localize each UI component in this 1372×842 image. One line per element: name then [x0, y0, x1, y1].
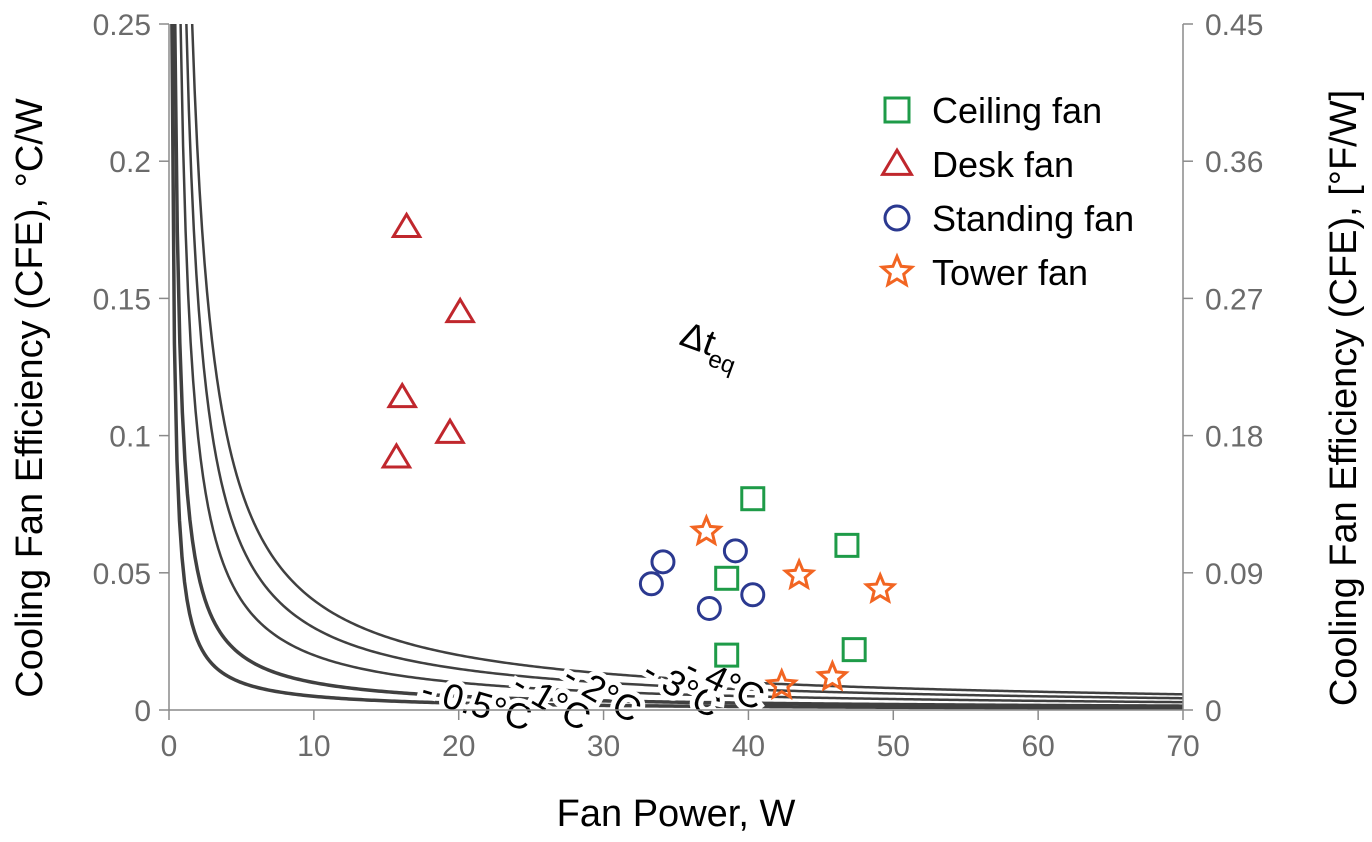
axis-ticks: 0 10 20 30 40 50 60 7000.050.10.150.20.2500.090… [93, 9, 1264, 763]
x-tick-label: 30 [587, 730, 620, 763]
data-point-star [764, 667, 799, 701]
x-tick-label: 0 [161, 730, 178, 763]
data-point-square [714, 642, 740, 668]
y2-tick-label: 0.45 [1205, 9, 1263, 42]
data-point-circle [650, 549, 676, 575]
y-tick-label: 0 [134, 695, 151, 728]
legend-marker-star [878, 252, 916, 288]
data-point-triangle [380, 441, 413, 469]
data-point-square [714, 565, 740, 591]
data-points [380, 211, 898, 701]
y2-tick-label: 0.09 [1205, 558, 1263, 591]
x-tick-label: 10 [297, 730, 330, 763]
iso-curve [190, 24, 1183, 696]
y-tick-label: 0.1 [109, 421, 151, 454]
x-tick-label: 20 [442, 730, 475, 763]
delta-t-eq-label: Δteq [673, 313, 747, 380]
data-point-square [841, 637, 867, 663]
data-point-star [862, 571, 898, 604]
iso-curve-labels: - 0.5°C- 1°C- 2°C- 3°C- 4°C [412, 640, 776, 744]
iso-curves [170, 24, 1183, 710]
y2-tick-label: 0.36 [1205, 146, 1263, 179]
iso-curve [173, 24, 1183, 708]
x-tick-label: 60 [1021, 730, 1054, 763]
y2-tick-label: 0 [1205, 695, 1222, 728]
data-point-circle [696, 595, 722, 621]
y2-tick-label: 0.18 [1205, 421, 1263, 454]
data-point-star [781, 557, 817, 591]
y-tick-label: 0.25 [93, 9, 151, 42]
y-tick-label: 0.05 [93, 558, 151, 591]
axes [168, 24, 1184, 711]
legend-label: Desk fan [932, 144, 1074, 185]
legend-marker-square [883, 96, 911, 124]
legend-label: Ceiling fan [932, 90, 1102, 131]
legend-label: Tower fan [932, 252, 1088, 293]
legend-marker-triangle [879, 147, 915, 176]
data-point-triangle [434, 417, 466, 444]
legend: Ceiling fan Desk fan Standing fan Tower fan [878, 90, 1134, 293]
y-axis-title: Cooling Fan Efficiency (CFE), °C/W [9, 98, 51, 698]
data-point-star [815, 658, 850, 692]
y-tick-label: 0.2 [109, 146, 151, 179]
iso-curve [170, 24, 1183, 710]
legend-label: Standing fan [932, 198, 1134, 239]
y2-tick-label: 0.27 [1205, 283, 1263, 316]
data-point-square [834, 532, 860, 558]
x-axis-title: Fan Power, W [557, 793, 796, 835]
data-point-triangle [444, 296, 477, 324]
legend-marker-circle [883, 204, 911, 232]
data-point-triangle [386, 381, 419, 409]
data-point-square [740, 486, 766, 512]
data-point-star [689, 513, 724, 547]
data-point-circle [638, 571, 664, 597]
x-tick-label: 50 [877, 730, 910, 763]
data-point-circle [740, 582, 766, 608]
x-tick-label: 40 [732, 730, 765, 763]
data-point-circle [722, 538, 748, 564]
y-tick-label: 0.15 [93, 283, 151, 316]
data-point-triangle [390, 211, 423, 239]
iso-curve [179, 24, 1183, 704]
iso-curve [185, 24, 1183, 700]
x-tick-label: 70 [1166, 730, 1199, 763]
y2-axis-title: Cooling Fan Efficiency (CFE), [°F/W] [1323, 90, 1365, 706]
